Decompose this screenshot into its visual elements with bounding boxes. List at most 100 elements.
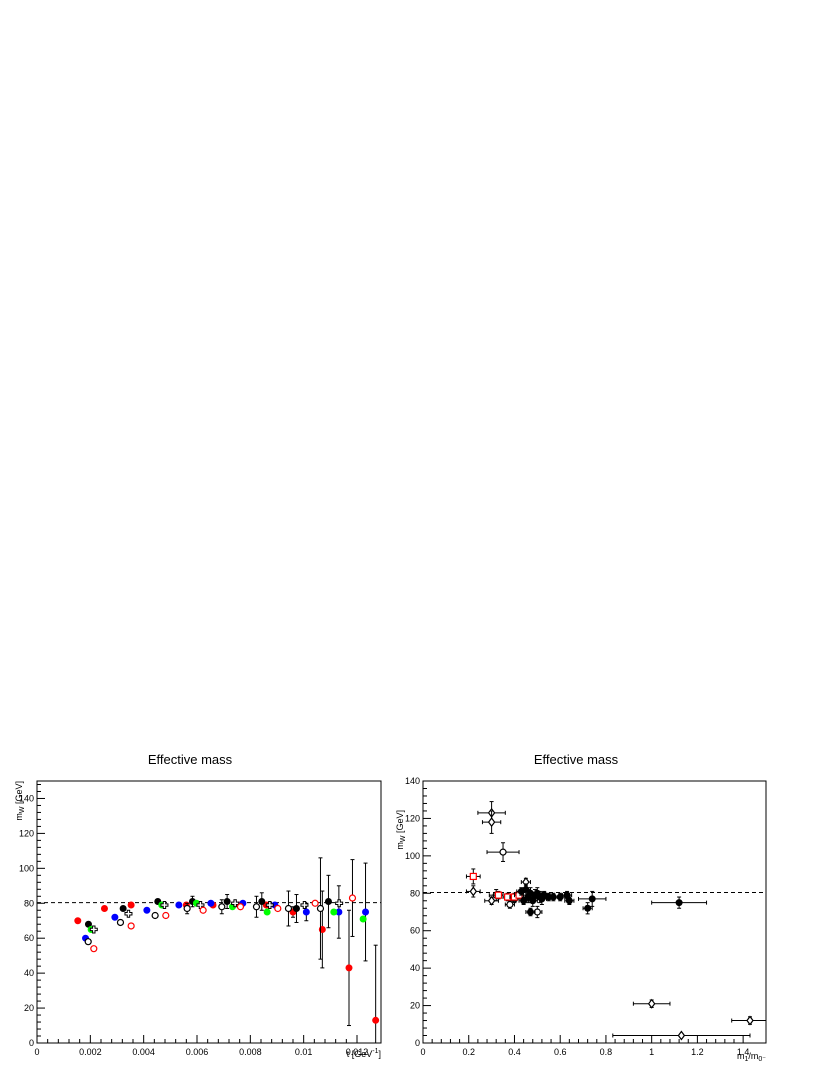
y-tick-label: 40 bbox=[24, 968, 34, 978]
open-cross-marker bbox=[231, 899, 240, 908]
data-point bbox=[151, 911, 159, 920]
open-cross-marker bbox=[160, 901, 169, 910]
left-chart-title: Effective mass bbox=[148, 752, 233, 767]
open-circle-marker bbox=[199, 906, 207, 914]
open-circle-marker bbox=[236, 903, 245, 911]
data-point bbox=[465, 868, 481, 885]
filled-circle-marker bbox=[359, 915, 367, 923]
left-axis-ticks: 0 0.002 0.004 0.006 0.008 0.01 0.012 0 20 40 60 80 1… bbox=[19, 783, 368, 1057]
data-point bbox=[263, 908, 271, 916]
data-point bbox=[199, 906, 207, 914]
data-point bbox=[292, 894, 300, 923]
data-point bbox=[124, 909, 133, 918]
data-point bbox=[175, 901, 183, 909]
left-chart: Effective mass 0 0.002 0.004 0.006 0.008 0.01… bbox=[14, 752, 382, 1059]
right-x-axis-label: m1/m0⁻ bbox=[737, 1051, 766, 1063]
y-tick-label: 20 bbox=[410, 1001, 420, 1011]
data-point bbox=[582, 902, 593, 915]
open-circle-marker bbox=[499, 848, 507, 856]
data-point bbox=[284, 890, 293, 927]
x-tick-label: 1.2 bbox=[691, 1047, 704, 1057]
x-tick-label: 1.4 bbox=[737, 1047, 750, 1057]
x-tick-label: 0.01 bbox=[295, 1047, 313, 1057]
open-circle-marker bbox=[316, 904, 325, 913]
filled-circle-marker bbox=[372, 1016, 380, 1024]
data-point bbox=[100, 905, 108, 913]
open-cross-marker bbox=[335, 899, 344, 908]
data-point bbox=[223, 894, 231, 910]
data-point bbox=[207, 899, 215, 907]
open-diamond-marker bbox=[487, 817, 496, 828]
data-point bbox=[231, 899, 240, 908]
filled-circle-marker bbox=[520, 897, 528, 905]
data-point bbox=[504, 900, 515, 909]
data-point bbox=[330, 908, 338, 916]
filled-circle-marker bbox=[588, 895, 596, 903]
data-point bbox=[555, 892, 566, 902]
open-circle-marker bbox=[284, 904, 293, 913]
filled-circle-marker bbox=[223, 898, 231, 906]
data-point bbox=[160, 901, 169, 910]
x-tick-label: 0.002 bbox=[79, 1047, 102, 1057]
filled-circle-marker bbox=[143, 906, 151, 914]
data-point bbox=[162, 911, 170, 920]
data-point bbox=[345, 909, 353, 1027]
y-tick-label: 20 bbox=[24, 1003, 34, 1013]
data-point bbox=[218, 899, 226, 915]
y-tick-label: 100 bbox=[405, 851, 420, 861]
filled-circle-marker bbox=[324, 898, 332, 906]
open-diamond-marker bbox=[746, 1015, 754, 1026]
data-point bbox=[252, 895, 261, 918]
filled-circle-marker bbox=[74, 917, 82, 925]
y-tick-label: 120 bbox=[19, 828, 34, 838]
filled-circle-marker bbox=[258, 898, 266, 906]
y-tick-label: 120 bbox=[405, 813, 420, 823]
data-point bbox=[731, 1015, 767, 1026]
x-tick-label: 0.6 bbox=[554, 1047, 567, 1057]
data-point bbox=[632, 998, 671, 1009]
filled-circle-marker bbox=[111, 913, 119, 921]
right-axis-ticks: 0 0.2 0.4 0.6 0.8 1 1.2 1.4 0 20 40 60 80 100 120 140 bbox=[405, 776, 749, 1057]
data-point bbox=[258, 892, 266, 911]
data-point bbox=[335, 885, 343, 939]
x-tick-label: 1 bbox=[649, 1047, 654, 1057]
data-point bbox=[486, 842, 520, 862]
data-point bbox=[518, 896, 529, 906]
y-tick-label: 140 bbox=[405, 776, 420, 786]
open-diamond-marker bbox=[647, 998, 656, 1009]
y-tick-label: 100 bbox=[19, 863, 34, 873]
data-point bbox=[359, 915, 367, 923]
data-point bbox=[577, 890, 607, 907]
filled-circle-marker bbox=[119, 905, 127, 913]
filled-circle-marker bbox=[517, 887, 525, 895]
filled-circle-marker bbox=[565, 897, 573, 905]
data-point bbox=[300, 901, 309, 910]
data-point bbox=[516, 887, 527, 896]
y-tick-label: 40 bbox=[410, 963, 420, 973]
y-tick-label: 60 bbox=[24, 933, 34, 943]
filled-circle-marker bbox=[584, 904, 592, 912]
filled-circle-marker bbox=[263, 908, 271, 916]
filled-circle-marker bbox=[207, 899, 215, 907]
data-point bbox=[651, 896, 708, 909]
data-point bbox=[316, 857, 325, 960]
data-point bbox=[127, 901, 135, 909]
open-circle-marker bbox=[127, 922, 135, 930]
data-point bbox=[335, 899, 344, 908]
y-tick-label: 80 bbox=[410, 888, 420, 898]
open-circle-marker bbox=[183, 904, 191, 913]
data-point bbox=[143, 906, 151, 914]
open-circle-marker bbox=[274, 904, 282, 913]
data-point bbox=[525, 907, 536, 917]
open-diamond-marker bbox=[677, 1030, 686, 1041]
right-data-points bbox=[465, 801, 767, 1041]
y-tick-label: 140 bbox=[19, 793, 34, 803]
x-tick-label: 0.8 bbox=[600, 1047, 613, 1057]
data-point bbox=[493, 890, 504, 900]
open-cross-marker bbox=[265, 901, 274, 910]
filled-circle-marker bbox=[292, 905, 300, 913]
right-chart-title: Effective mass bbox=[534, 752, 619, 767]
open-square-marker bbox=[469, 872, 477, 881]
x-tick-label: 0.008 bbox=[239, 1047, 262, 1057]
